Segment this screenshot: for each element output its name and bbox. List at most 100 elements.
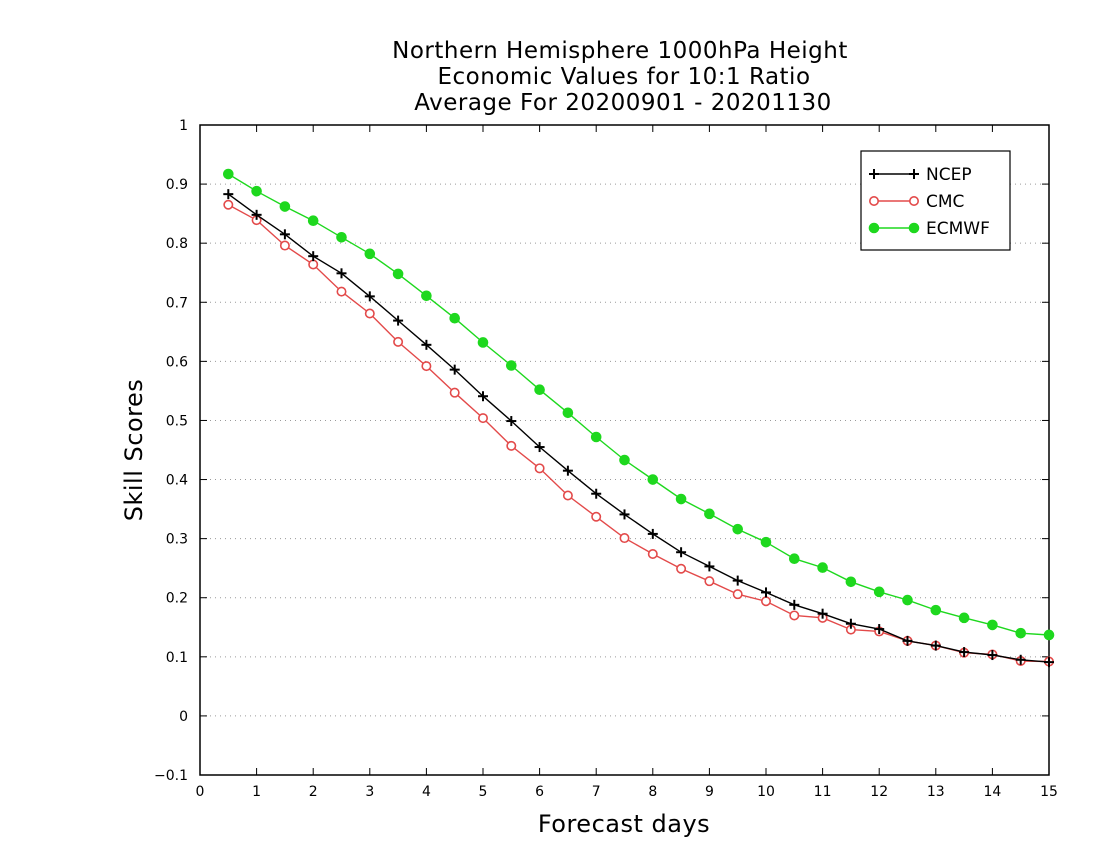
- cmc-line: [227, 204, 1050, 663]
- ecmwf-point: [449, 312, 461, 324]
- y-tick-label: 0.3: [166, 532, 188, 548]
- ecmwf-point: [279, 201, 291, 212]
- y-tick-label: 0.9: [166, 177, 188, 193]
- y-tick-label: 0.7: [166, 295, 188, 311]
- cmc-series: [223, 199, 1055, 667]
- x-tick-label: 3: [365, 784, 374, 800]
- cmc-point: [336, 286, 347, 297]
- ncep-series: [223, 189, 1054, 668]
- ecmwf-point: [392, 268, 404, 280]
- ncep-point: [1044, 657, 1054, 668]
- y-tick-label: −0.1: [154, 768, 188, 784]
- ncep-point: [959, 647, 970, 658]
- ncep-point: [789, 599, 800, 610]
- ncep-point: [421, 339, 432, 350]
- cmc-point: [279, 240, 290, 251]
- x-tick-label: 12: [870, 784, 888, 800]
- cmc-point: [647, 548, 658, 559]
- legend-marker-end: [908, 196, 919, 207]
- cmc-point: [449, 387, 460, 398]
- ncep-line: [227, 193, 1050, 663]
- ecmwf-point: [873, 586, 885, 598]
- y-tick-label: 0.8: [166, 236, 188, 252]
- ecmwf-point: [421, 290, 432, 302]
- ncep-point: [647, 528, 658, 539]
- ncep-point: [449, 364, 460, 375]
- ncep-point: [591, 488, 602, 499]
- y-tick-label: 0.1: [166, 650, 188, 666]
- legend-item-ncep: NCEP: [869, 165, 972, 185]
- x-tick-label: 9: [705, 784, 714, 800]
- ncep-point: [506, 416, 517, 427]
- cmc-point: [591, 511, 602, 522]
- ncep-point: [732, 575, 743, 586]
- legend-marker-start: [868, 222, 880, 234]
- ecmwf-point: [958, 612, 970, 624]
- cmc-point: [421, 361, 432, 372]
- chart-title: Northern Hemisphere 1000hPa Height Econo…: [392, 38, 848, 116]
- ecmwf-point: [1043, 629, 1055, 641]
- ncep-point: [676, 547, 687, 558]
- ecmwf-point: [1015, 627, 1027, 639]
- ecmwf-point: [704, 508, 715, 520]
- x-tick-label: 2: [309, 784, 318, 800]
- ecmwf-point: [675, 493, 687, 505]
- y-tick-label: 0.2: [166, 591, 188, 607]
- x-axis-label: Forecast days: [538, 810, 710, 838]
- ncep-point: [364, 291, 375, 302]
- ecmwf-point: [987, 619, 998, 631]
- cmc-point: [676, 563, 687, 574]
- title-line-3: Average For 20200901 - 20201130: [414, 90, 832, 116]
- ecmwf-point: [789, 553, 800, 565]
- grid: [200, 183, 1049, 717]
- cmc-point: [789, 610, 800, 621]
- cmc-point: [364, 308, 375, 319]
- ncep-point: [478, 391, 488, 402]
- x-tick-label: 4: [422, 784, 431, 800]
- ncep-point: [761, 587, 771, 598]
- ncep-point: [393, 315, 404, 326]
- title-line-2: Economic Values for 10:1 Ratio: [437, 64, 810, 90]
- cmc-point: [562, 490, 573, 501]
- ecmwf-point: [902, 594, 913, 606]
- axes: −0.100.10.20.30.40.50.60.70.80.910 1 2 3 4 5 6…: [154, 118, 1058, 800]
- ncep-point: [534, 442, 545, 453]
- x-tick-label: 8: [648, 784, 657, 800]
- title-line-1: Northern Hemisphere 1000hPa Height: [392, 38, 848, 64]
- cmc-point: [223, 199, 234, 210]
- legend-label: ECMWF: [926, 219, 990, 239]
- ecmwf-point: [647, 474, 659, 485]
- ecmwf-point: [223, 168, 234, 180]
- ecmwf-point: [506, 360, 517, 371]
- legend-marker-start: [868, 196, 879, 207]
- ncep-point: [902, 635, 913, 646]
- x-tick-label: 13: [927, 784, 945, 800]
- ecmwf-point: [590, 431, 602, 443]
- x-tick-label: 15: [1040, 784, 1058, 800]
- series-layer: [223, 168, 1055, 668]
- cmc-point: [477, 413, 488, 424]
- ecmwf-point: [336, 231, 347, 243]
- ecmwf-series: [223, 168, 1055, 641]
- y-tick-label: 0: [179, 709, 188, 725]
- ecmwf-point: [562, 407, 574, 419]
- legend-marker-end: [909, 169, 919, 179]
- cmc-point: [308, 259, 319, 270]
- y-tick-label: 1: [179, 118, 188, 134]
- plot-frame: [199, 124, 1050, 776]
- ecmwf-point: [307, 215, 319, 227]
- ncep-point: [279, 229, 290, 240]
- ncep-point: [308, 251, 319, 262]
- ecmwf-point: [477, 337, 489, 348]
- cmc-point: [534, 463, 545, 474]
- x-tick-label: 0: [196, 784, 205, 800]
- ncep-point: [704, 561, 715, 572]
- ecmwf-point: [251, 185, 262, 197]
- ncep-point: [619, 509, 630, 520]
- ecmwf-point: [732, 523, 744, 535]
- cmc-point: [704, 576, 715, 587]
- ecmwf-point: [619, 454, 630, 466]
- y-axis-label: Skill Scores: [120, 379, 148, 522]
- ncep-point: [251, 209, 262, 220]
